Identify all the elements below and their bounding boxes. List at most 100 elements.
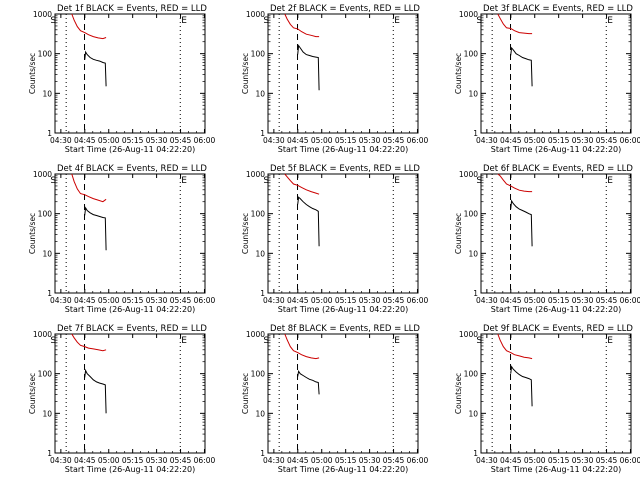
x-tick-label: 05:30 [359, 456, 381, 465]
x-tick-label: 05:45 [383, 456, 405, 465]
detector-panel: Det 8f BLACK = Events, RED = LLD 1 10 100 10… [241, 324, 429, 474]
detector-panel: Det 2f BLACK = Events, RED = LLD 1 10 100 10… [241, 4, 429, 154]
lld-series-line [497, 173, 533, 193]
x-tick-label: 05:45 [596, 296, 618, 305]
detector-panel: Det 9f BLACK = Events, RED = LLD 1 10 100 10… [454, 324, 640, 474]
x-tick-label: 06:00 [407, 136, 429, 145]
interval-marker: S [50, 336, 56, 346]
x-axis-label: Start Time (26-Aug-11 04:22:20) [65, 465, 196, 474]
y-axis-label: Counts/sec [28, 53, 37, 94]
x-axis-label: Start Time (26-Aug-11 04:22:20) [491, 305, 622, 314]
panel-title: Det 5f BLACK = Events, RED = LLD [270, 164, 420, 174]
events-series-line [510, 46, 533, 87]
y-axis-label: Counts/sec [454, 373, 463, 414]
x-tick-label: 05:00 [311, 296, 333, 305]
y-tick-label: 10 [468, 89, 478, 98]
plot-frame [54, 173, 206, 294]
y-tick-label: 1 [260, 449, 265, 458]
y-tick-label: 1 [473, 129, 478, 138]
y-tick-label: 1000 [33, 170, 52, 179]
x-tick-label: 04:30 [263, 456, 285, 465]
y-tick-label: 1000 [459, 330, 478, 339]
events-series-line [510, 199, 533, 247]
x-tick-label: 05:00 [524, 456, 546, 465]
x-tick-label: 04:30 [263, 136, 285, 145]
panel-title: Det 7f BLACK = Events, RED = LLD [57, 324, 207, 334]
y-tick-label: 1 [473, 289, 478, 298]
x-axis-label: Start Time (26-Aug-11 04:22:20) [278, 145, 409, 154]
x-tick-label: 04:45 [500, 456, 522, 465]
x-tick-label: 05:00 [98, 296, 120, 305]
lld-series-line [284, 13, 320, 38]
events-series-line [297, 44, 320, 91]
interval-marker: S [50, 16, 56, 26]
panel-title: Det 3f BLACK = Events, RED = LLD [483, 4, 633, 14]
y-tick-label: 100 [251, 50, 266, 59]
detector-panel: Det 5f BLACK = Events, RED = LLD 1 10 100 10… [241, 164, 429, 314]
x-tick-label: 04:30 [476, 296, 498, 305]
y-tick-label: 1000 [246, 10, 265, 19]
x-axis-label: Start Time (26-Aug-11 04:22:20) [65, 145, 196, 154]
x-axis-label: Start Time (26-Aug-11 04:22:20) [278, 465, 409, 474]
panel-title: Det 1f BLACK = Events, RED = LLD [57, 4, 207, 14]
y-tick-label: 100 [38, 210, 53, 219]
y-tick-label: 1000 [246, 330, 265, 339]
interval-marker: E [394, 336, 400, 346]
y-tick-label: 1 [47, 289, 52, 298]
x-tick-label: 06:00 [194, 456, 216, 465]
x-tick-label: 05:30 [146, 456, 168, 465]
y-axis-label: Counts/sec [241, 373, 250, 414]
x-tick-label: 05:30 [572, 456, 594, 465]
y-tick-label: 100 [38, 370, 53, 379]
y-axis-label: Counts/sec [28, 213, 37, 254]
y-tick-label: 10 [255, 249, 265, 258]
x-tick-label: 05:30 [359, 296, 381, 305]
events-series-line [297, 369, 320, 395]
y-tick-label: 10 [42, 89, 52, 98]
y-tick-label: 1 [260, 289, 265, 298]
x-tick-label: 04:30 [50, 456, 72, 465]
x-tick-label: 05:45 [170, 296, 192, 305]
y-tick-label: 1 [47, 449, 52, 458]
x-tick-label: 04:30 [476, 456, 498, 465]
x-tick-label: 06:00 [620, 456, 640, 465]
interval-marker: E [394, 16, 400, 26]
x-tick-label: 04:45 [74, 456, 96, 465]
x-tick-label: 06:00 [620, 296, 640, 305]
panel-title: Det 6f BLACK = Events, RED = LLD [483, 164, 633, 174]
x-axis-label: Start Time (26-Aug-11 04:22:20) [491, 465, 622, 474]
plot-frame [480, 333, 632, 454]
y-tick-label: 100 [464, 50, 479, 59]
x-tick-label: 05:45 [170, 136, 192, 145]
x-tick-label: 06:00 [620, 136, 640, 145]
plot-frame [267, 173, 419, 294]
x-tick-label: 05:15 [122, 136, 144, 145]
interval-marker: S [263, 176, 269, 186]
x-tick-label: 05:00 [524, 296, 546, 305]
detector-panel: Det 6f BLACK = Events, RED = LLD 1 10 100 10… [454, 164, 640, 314]
x-tick-label: 05:30 [572, 296, 594, 305]
x-tick-label: 05:15 [335, 136, 357, 145]
x-tick-label: 06:00 [407, 456, 429, 465]
x-tick-label: 05:15 [548, 136, 570, 145]
x-tick-label: 05:15 [335, 296, 357, 305]
y-tick-label: 1 [47, 129, 52, 138]
lld-series-line [497, 13, 533, 35]
events-series-line [297, 196, 320, 247]
x-tick-label: 04:45 [74, 136, 96, 145]
interval-marker: S [263, 16, 269, 26]
y-tick-label: 100 [251, 210, 266, 219]
y-tick-label: 10 [468, 249, 478, 258]
events-series-line [84, 50, 107, 87]
y-tick-label: 100 [464, 210, 479, 219]
x-tick-label: 05:15 [122, 456, 144, 465]
x-tick-label: 04:30 [50, 136, 72, 145]
y-tick-label: 1000 [459, 170, 478, 179]
y-tick-label: 10 [255, 89, 265, 98]
y-tick-label: 100 [251, 370, 266, 379]
x-tick-label: 04:45 [500, 136, 522, 145]
x-axis-label: Start Time (26-Aug-11 04:22:20) [491, 145, 622, 154]
plot-frame [267, 13, 419, 134]
x-tick-label: 04:30 [476, 136, 498, 145]
